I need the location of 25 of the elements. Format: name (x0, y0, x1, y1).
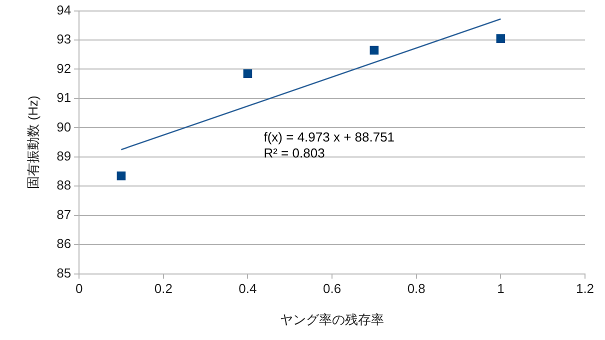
point (370, 46, 379, 55)
y-tick-label: 85 (56, 265, 72, 280)
x-tick-label: 1.2 (576, 281, 594, 296)
x-tick-label: 1 (497, 281, 504, 296)
x-tick-label: 0 (75, 281, 83, 296)
y-tick-label: 88 (56, 178, 72, 193)
y-axis-title: 固有振動数 (Hz) (25, 96, 40, 189)
y-tick-label: 93 (56, 32, 72, 47)
y-tick-label: 90 (56, 119, 72, 134)
annotation: f(x) = 4.973 x + 88.751 (264, 130, 395, 145)
y-tick-label: 92 (56, 60, 72, 76)
point (496, 34, 506, 43)
x-tick-label: 0.6 (322, 281, 342, 296)
y-tick-label: 94 (56, 2, 72, 18)
point (243, 69, 252, 78)
annotation: R² = 0.803 (264, 146, 325, 161)
y-tick-label: 89 (56, 148, 72, 164)
x-tick-label: 0.8 (407, 281, 426, 296)
x-axis-title: ヤング率の残存率 (280, 312, 384, 327)
y-tick-label: 87 (56, 206, 72, 222)
x-tick-label: 0.4 (238, 281, 257, 296)
x-tick-label: 0.2 (154, 281, 172, 296)
y-tick-label: 86 (56, 236, 72, 252)
y-tick-label: 91 (56, 90, 72, 106)
point (116, 172, 126, 180)
